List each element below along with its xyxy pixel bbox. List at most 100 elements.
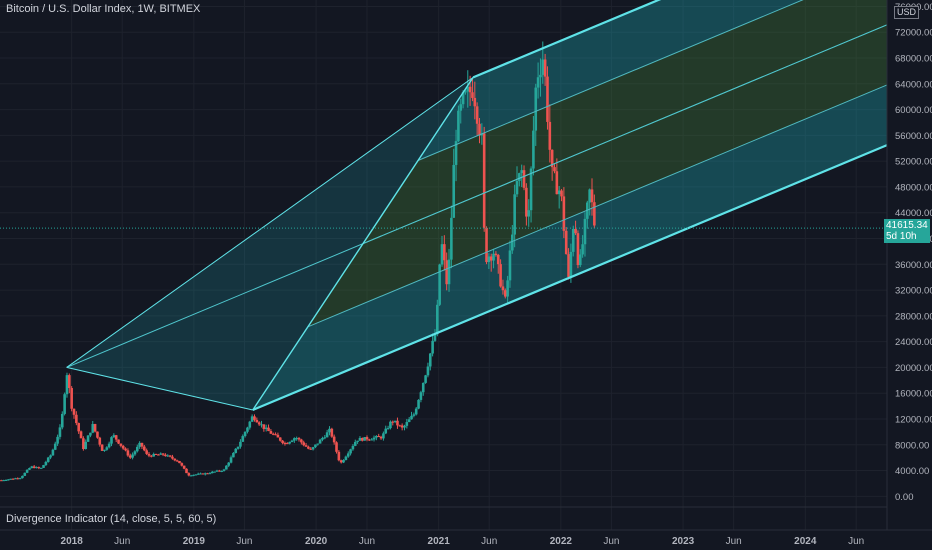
candle-body — [529, 168, 533, 211]
candle-body — [325, 432, 329, 438]
candle-body — [135, 446, 139, 452]
candle-body — [119, 443, 123, 446]
candle-body — [539, 74, 542, 78]
candle-body — [164, 454, 167, 457]
pitchfork-band — [252, 84, 888, 410]
candle-body — [192, 474, 195, 476]
candle-body — [140, 442, 144, 447]
candle-body — [424, 375, 427, 383]
candle-body — [440, 244, 444, 265]
price-tick-label: 48000.00 — [895, 182, 932, 193]
pitchfork-handle-area — [66, 77, 474, 410]
candle-body — [11, 478, 15, 480]
candle-body — [365, 437, 369, 440]
candle-body — [309, 448, 313, 450]
candle-body — [161, 453, 165, 455]
price-tick-label: 72000.00 — [895, 28, 932, 39]
candle-body — [173, 458, 177, 461]
price-tick-label: 36000.00 — [895, 260, 932, 271]
candle-body — [405, 422, 409, 426]
candle-body — [464, 91, 467, 93]
candle-body — [499, 264, 502, 287]
currency-badge[interactable]: USD — [893, 6, 919, 19]
pitchfork-line — [307, 84, 888, 328]
candle-body — [93, 424, 97, 432]
candle-body — [445, 260, 448, 285]
candle-body — [407, 419, 411, 423]
candle-body — [51, 449, 55, 456]
indicator-label[interactable]: Divergence Indicator (14, close, 5, 5, 6… — [6, 513, 217, 525]
candle-body — [199, 473, 202, 475]
candle-body — [454, 141, 458, 165]
candle-body — [171, 456, 174, 459]
last-price-tag: 41615.34 5d 10h — [884, 219, 930, 243]
candle-body — [180, 463, 184, 466]
candle-body — [16, 478, 20, 480]
candle-body — [515, 180, 519, 195]
pitchfork-handle-line — [66, 76, 474, 368]
candle-body — [522, 170, 526, 188]
pitchfork-line — [472, 0, 662, 79]
candle-body — [534, 87, 538, 131]
pitchfork-band — [362, 0, 887, 244]
candle-body — [18, 478, 22, 480]
candle-body — [527, 210, 531, 217]
candle-body — [368, 439, 371, 441]
candle-body — [96, 431, 99, 438]
candle-body — [196, 473, 200, 475]
candle-body — [208, 473, 212, 475]
candle-body — [468, 86, 472, 93]
candle-body — [68, 375, 71, 389]
candle-body — [53, 443, 57, 450]
candle-body — [304, 445, 308, 447]
candle-body — [178, 460, 181, 464]
pitchfork-lines — [66, 0, 888, 411]
candle-body — [586, 202, 589, 219]
candle-body — [187, 473, 191, 476]
candle-body — [398, 425, 402, 427]
candle-body — [267, 427, 270, 432]
candle-body — [581, 244, 584, 255]
candle-body — [189, 475, 193, 477]
candle-body — [112, 435, 116, 438]
candle-body — [77, 423, 80, 432]
candle-body — [459, 104, 463, 111]
candle-body — [14, 478, 17, 480]
candle-body — [86, 435, 90, 442]
candle-body — [361, 438, 364, 441]
candle-body — [344, 456, 348, 461]
candle-body — [145, 450, 148, 454]
candle-body — [143, 446, 146, 451]
candle-body — [0, 480, 3, 482]
candle-body — [276, 434, 280, 438]
candle-body — [232, 452, 235, 458]
candle-body — [532, 130, 535, 169]
candle-body — [260, 424, 263, 426]
candle-body — [213, 471, 216, 473]
candle-body — [281, 440, 284, 443]
candle-body — [492, 253, 495, 261]
candle-body — [222, 469, 226, 471]
candle-body — [65, 375, 69, 395]
pitchfork-base-line — [252, 76, 474, 411]
candle-body — [314, 444, 317, 448]
candle-body — [447, 259, 451, 285]
candle-body — [410, 415, 413, 420]
candle-body — [487, 256, 491, 263]
time-tick-label: 2023 — [672, 536, 695, 547]
candle-body — [168, 455, 172, 457]
price-tick-label: 60000.00 — [895, 105, 932, 116]
candle-body — [396, 420, 399, 426]
candle-body — [436, 304, 439, 335]
candle-body — [30, 466, 34, 469]
candle-body — [175, 460, 179, 462]
candle-body — [117, 439, 120, 444]
candle-body — [32, 466, 36, 469]
time-tick-label: 2020 — [305, 536, 328, 547]
candle-body — [28, 468, 31, 470]
candle-body — [593, 202, 596, 226]
candle-body — [269, 431, 273, 434]
candle-body — [370, 439, 373, 441]
candle-body — [574, 228, 577, 234]
